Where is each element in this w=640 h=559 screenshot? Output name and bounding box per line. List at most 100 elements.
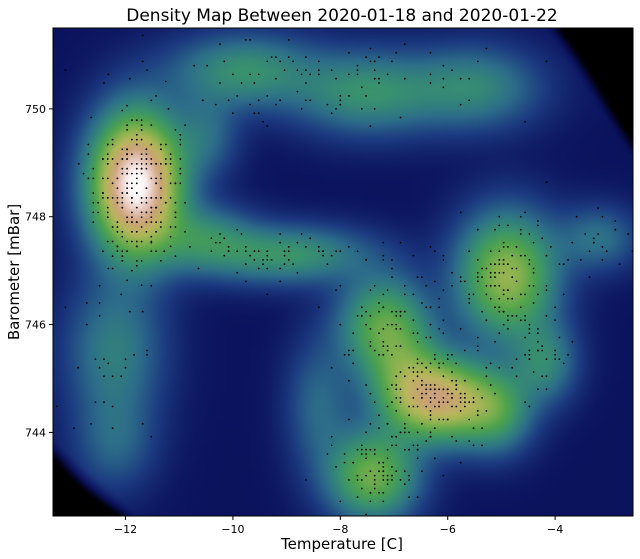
sample-point (451, 271, 453, 274)
sample-point (541, 349, 544, 352)
sample-point (266, 293, 269, 296)
sample-point (537, 349, 539, 352)
sample-point (87, 177, 90, 180)
sample-point (126, 148, 128, 151)
sample-point (421, 302, 423, 304)
sample-point (169, 158, 172, 160)
sample-point (549, 246, 552, 248)
sample-point (116, 250, 119, 253)
sample-point (300, 108, 303, 110)
sample-point (399, 388, 402, 391)
sample-point (107, 267, 110, 270)
sample-point (126, 250, 128, 253)
sample-point (378, 461, 380, 464)
sample-point (279, 267, 282, 270)
sample-point (391, 323, 393, 326)
sample-point (511, 297, 514, 300)
sample-point (386, 448, 389, 451)
sample-point (386, 479, 389, 481)
x-tick-label: −12 (114, 523, 137, 536)
sample-point (121, 197, 124, 199)
sample-point (433, 353, 436, 356)
sample-point (150, 284, 153, 287)
sample-point (300, 73, 303, 76)
sample-point (135, 172, 138, 175)
sample-point (348, 353, 350, 356)
sample-point (489, 250, 492, 253)
sample-point (150, 158, 153, 160)
sample-point (524, 254, 526, 257)
sample-point (373, 474, 376, 477)
sample-point (126, 221, 128, 224)
sample-point (399, 371, 402, 373)
sample-point (283, 69, 286, 71)
sample-point (378, 302, 380, 304)
sample-point (287, 250, 290, 253)
sample-point (386, 405, 389, 408)
sample-point (179, 158, 182, 160)
sample-point (339, 95, 342, 97)
sample-point (459, 392, 462, 395)
plot-frame (52, 27, 634, 517)
sample-point (135, 264, 138, 267)
sample-point (167, 108, 170, 110)
sample-point (309, 99, 312, 102)
sample-point (317, 250, 320, 253)
sample-point (528, 284, 531, 287)
sample-point (85, 302, 88, 304)
sample-point (232, 112, 234, 115)
sample-point (451, 353, 453, 356)
sample-point (459, 211, 462, 214)
sample-point (403, 77, 406, 80)
sample-point (532, 371, 535, 373)
sample-point (150, 235, 153, 238)
sample-point (519, 215, 522, 218)
sample-point (352, 332, 355, 335)
sample-point (438, 328, 440, 330)
sample-point (459, 461, 462, 464)
sample-point (339, 99, 342, 102)
sample-point (446, 388, 449, 391)
sample-point (131, 187, 133, 190)
sample-point (296, 69, 299, 71)
sample-point (485, 319, 488, 322)
sample-point (502, 241, 505, 244)
sample-point (240, 82, 243, 84)
sample-point (494, 271, 496, 274)
sample-point (174, 226, 177, 228)
sample-point (111, 158, 114, 160)
sample-point (498, 250, 501, 253)
sample-point (55, 405, 58, 408)
sample-point (339, 500, 342, 503)
sample-point (554, 306, 556, 309)
sample-point (446, 353, 449, 356)
sample-point (360, 453, 363, 455)
sample-point (489, 263, 492, 266)
sample-point (429, 418, 432, 421)
sample-point (391, 259, 393, 261)
sample-point (270, 259, 273, 261)
sample-point (601, 246, 604, 248)
sample-point (365, 457, 367, 460)
sample-point (253, 250, 256, 253)
sample-point (360, 108, 363, 110)
sample-point (507, 328, 509, 330)
sample-point (502, 293, 505, 296)
sample-point (519, 254, 522, 257)
sample-point (403, 43, 406, 46)
sample-point (179, 133, 182, 136)
sample-point (399, 241, 402, 244)
sample-point (429, 323, 432, 326)
sample-point (395, 51, 398, 54)
sample-point (169, 182, 172, 185)
sample-point (373, 483, 376, 486)
sample-point (232, 73, 234, 76)
sample-point (120, 375, 123, 378)
sample-point (502, 259, 505, 261)
sample-point (174, 211, 177, 214)
sample-point (126, 187, 128, 190)
sample-point (131, 240, 133, 243)
sample-point (116, 230, 119, 233)
sample-point (498, 263, 501, 266)
sample-point (102, 158, 104, 160)
